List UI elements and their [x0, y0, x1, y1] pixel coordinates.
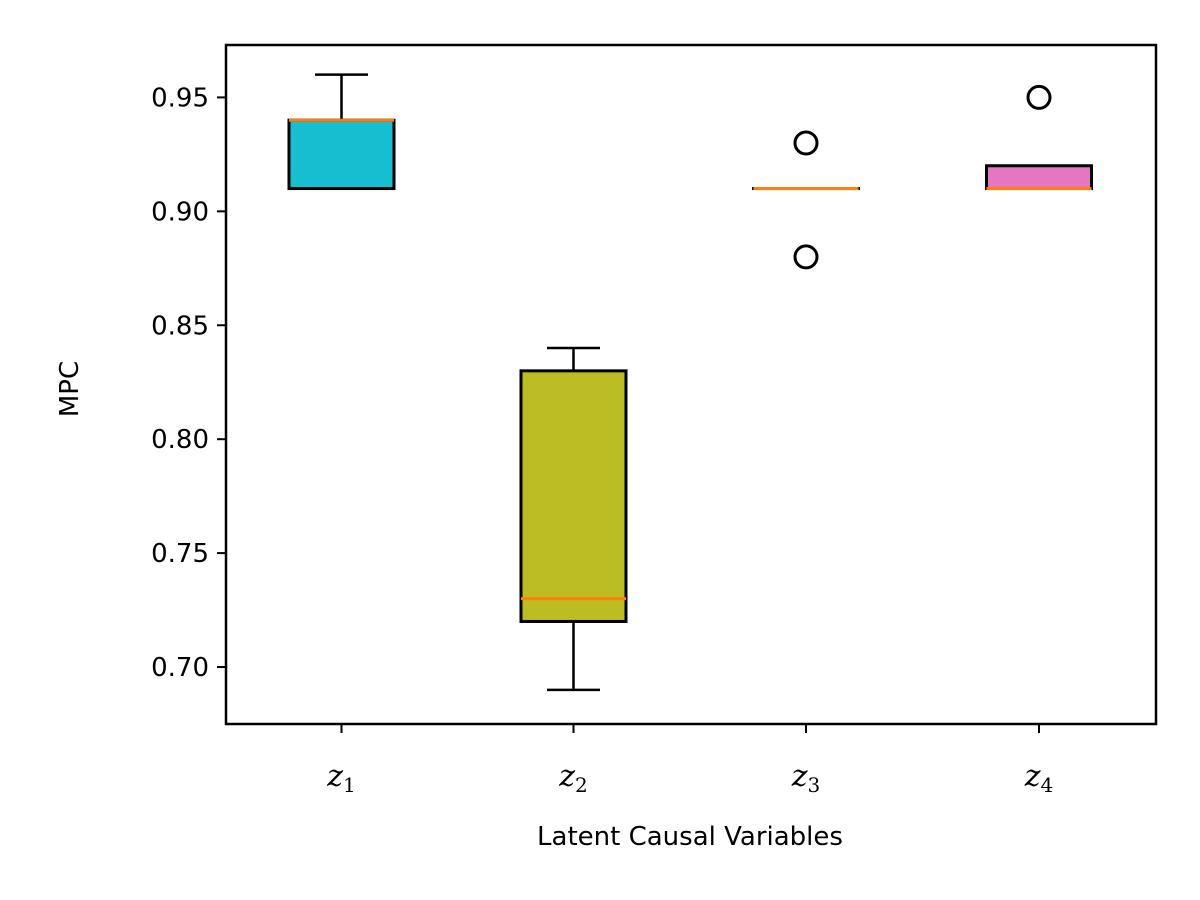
box-4	[985, 84, 1093, 191]
box-body	[519, 369, 628, 623]
plot-frame	[224, 43, 1158, 726]
outlier-point	[793, 244, 819, 270]
y-tick-label: 0.95	[151, 83, 209, 113]
box-body	[985, 164, 1093, 191]
x-tick-label: z1	[326, 759, 356, 797]
box-body	[287, 118, 396, 191]
box-2	[519, 346, 628, 692]
y-tick-label: 0.80	[151, 425, 209, 455]
axis-layer: 0.70 0.75 0.80 0.85 0.90 0.95 z1 z2 z3 z4	[151, 83, 1053, 797]
x-tick-label: z3	[791, 759, 821, 797]
x-axis-label: Latent Causal Variables	[537, 822, 843, 852]
x-tick-label: z4	[1024, 759, 1054, 797]
y-tick-label: 0.70	[151, 653, 209, 683]
y-tick-label: 0.75	[151, 539, 209, 569]
outlier-point	[1026, 84, 1052, 110]
y-tick-label: 0.90	[151, 197, 209, 227]
y-axis-label: MPC	[55, 361, 85, 417]
y-tick-label: 0.85	[151, 311, 209, 341]
box-3	[752, 130, 860, 270]
outlier-point	[793, 130, 819, 156]
x-tick-label: z2	[558, 759, 588, 797]
plot-layer	[287, 73, 1093, 692]
box-1	[287, 73, 396, 191]
